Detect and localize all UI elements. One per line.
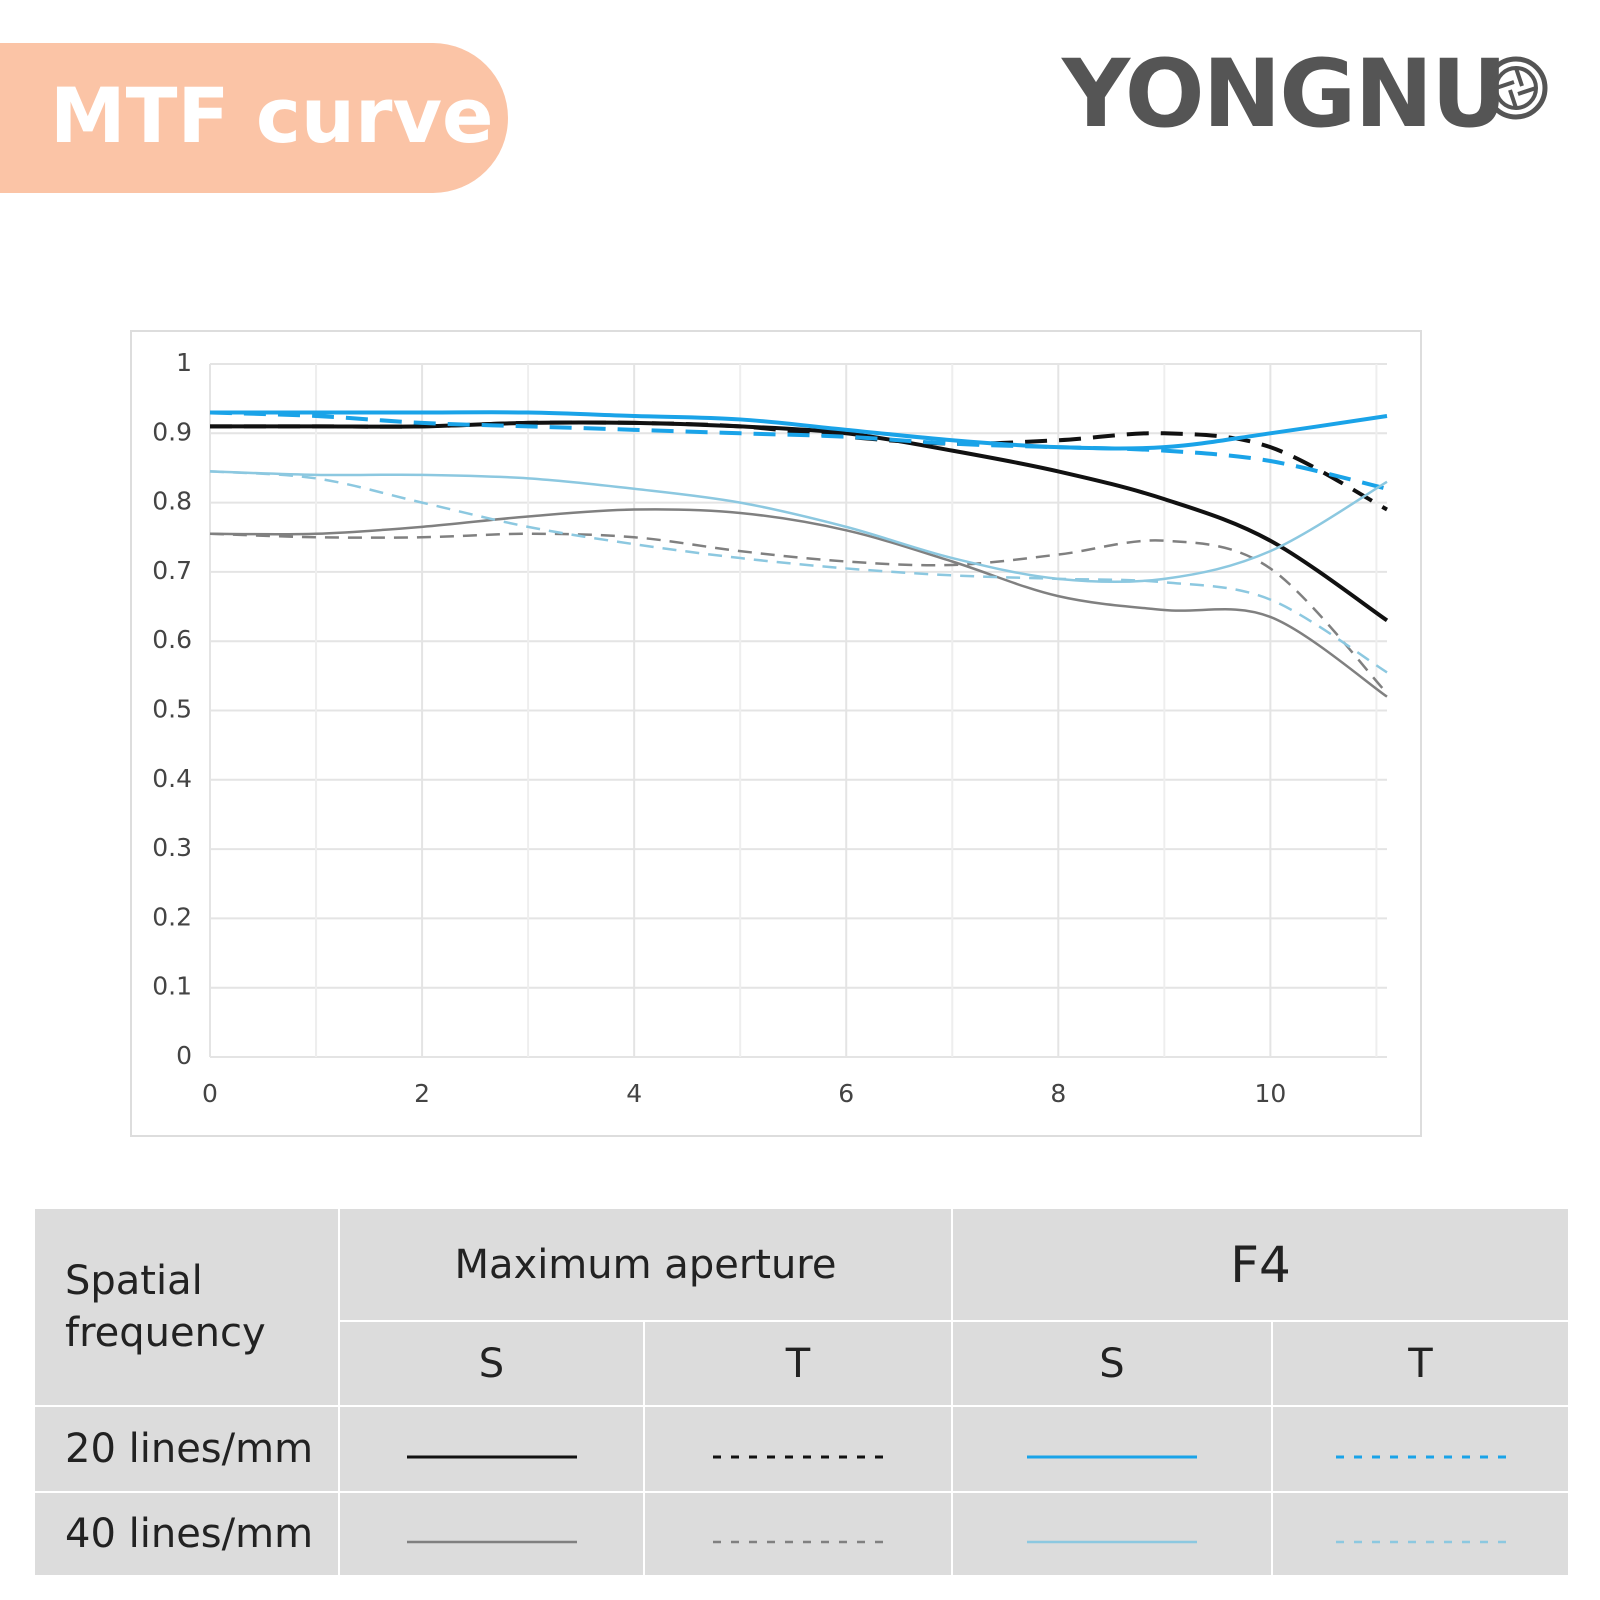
y-tick-label: 0.4 [152, 764, 192, 793]
series-line [209, 410, 1388, 491]
table-header: F4 [951, 1207, 1570, 1322]
y-tick-label: 0.7 [152, 556, 192, 585]
legend-swatch [713, 1540, 883, 1544]
legend-swatch [406, 1540, 577, 1544]
y-tick-label: 0.8 [152, 487, 192, 516]
series-line [209, 508, 1388, 698]
legend-table: Spatial frequency Maximum aperture F4 S … [33, 1207, 1570, 1577]
legend-swatch [1027, 1455, 1197, 1459]
chart-frame [130, 330, 1422, 1137]
table-subheader: S [338, 1320, 645, 1407]
table-header: Spatial frequency [33, 1207, 340, 1407]
legend-cell [1271, 1491, 1570, 1577]
legend-swatch [406, 1455, 577, 1459]
legend-cell [951, 1405, 1273, 1493]
y-tick-label: 0.9 [152, 417, 192, 446]
series-line [209, 420, 1389, 623]
chart: 00.10.20.30.40.50.60.70.80.910 2 4 6 8 10 [130, 330, 1422, 1137]
x-tick-label: 8 [1050, 1079, 1066, 1108]
y-tick-label: 0.1 [152, 972, 192, 1001]
row-label: 40 lines/mm [33, 1491, 340, 1577]
legend-cell [1271, 1405, 1570, 1493]
y-tick-label: 0.6 [152, 625, 192, 654]
x-tick-label: 6 [838, 1079, 854, 1108]
legend-cell [338, 1405, 645, 1493]
x-tick-label: 2 [414, 1079, 430, 1108]
legend-cell [338, 1491, 645, 1577]
y-tick-label: 0.5 [152, 695, 192, 724]
logo: YONGNU [1062, 40, 1507, 149]
table-header: Maximum aperture [338, 1207, 953, 1322]
row-label: 20 lines/mm [33, 1405, 340, 1493]
legend-swatch [1335, 1455, 1506, 1459]
legend-cell [951, 1491, 1273, 1577]
legend-swatch [713, 1455, 883, 1459]
legend-cell [643, 1405, 953, 1493]
title-badge: MTF curve [0, 43, 508, 193]
legend-swatch [1027, 1540, 1197, 1544]
table-subheader: S [951, 1320, 1273, 1407]
y-tick-label: 1 [176, 348, 192, 377]
series-line [209, 532, 1388, 695]
x-tick-label: 10 [1254, 1079, 1286, 1108]
x-tick-label: 4 [626, 1079, 642, 1108]
title: MTF curve [50, 71, 494, 160]
table-subheader: T [643, 1320, 953, 1407]
series-line [209, 470, 1388, 584]
series-line [209, 410, 1388, 451]
table-subheader: T [1271, 1320, 1570, 1407]
y-tick-label: 0 [176, 1041, 192, 1070]
logo-lens-icon [1484, 56, 1548, 120]
x-tick-label: 0 [202, 1079, 218, 1108]
y-tick-label: 0.2 [152, 902, 192, 931]
series-line [209, 420, 1388, 512]
y-tick-label: 0.3 [152, 833, 192, 862]
legend-cell [643, 1491, 953, 1577]
legend-swatch [1335, 1540, 1506, 1544]
